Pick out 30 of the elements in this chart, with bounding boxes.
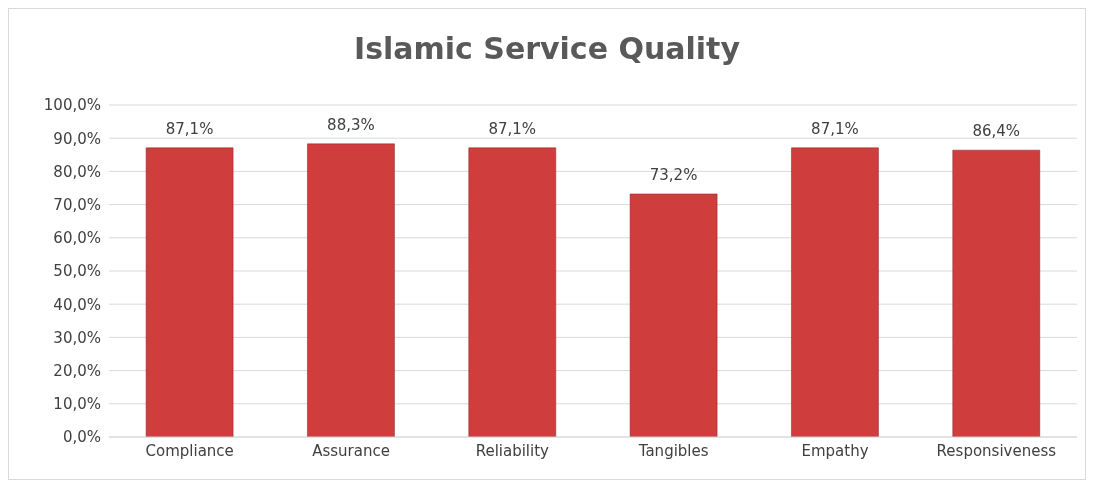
y-tick-label: 60,0% — [53, 229, 101, 248]
x-tick-label: Reliability — [475, 441, 550, 460]
data-label: 86,4% — [972, 122, 1021, 141]
data-label: 87,1% — [165, 119, 214, 138]
x-tick-label: Empathy — [801, 441, 869, 460]
x-tick-label: Tangibles — [637, 441, 709, 460]
x-tick-label: Responsiveness — [936, 441, 1057, 460]
y-tick-label: 80,0% — [53, 162, 101, 181]
x-tick-label: Assurance — [312, 441, 390, 460]
data-label: 87,1% — [811, 119, 859, 138]
y-tick-label: 40,0% — [53, 295, 101, 314]
y-tick-label: 10,0% — [53, 395, 101, 414]
y-tick-label: 50,0% — [53, 262, 101, 281]
data-label: 87,1% — [488, 119, 537, 138]
y-tick-label: 30,0% — [53, 328, 101, 347]
bar — [307, 143, 395, 437]
chart-title: Islamic Service Quality — [352, 30, 741, 68]
y-tick-label: 0,0% — [62, 428, 101, 447]
bar — [629, 193, 718, 437]
y-tick-label: 20,0% — [53, 361, 101, 380]
bar — [952, 149, 1041, 437]
bar — [791, 147, 879, 437]
bar — [468, 147, 557, 437]
data-label: 73,2% — [649, 165, 698, 184]
data-label: 88,3% — [327, 115, 375, 134]
x-tick-label: Compliance — [145, 441, 234, 460]
y-tick-label: 100,0% — [43, 96, 101, 115]
bar — [145, 147, 234, 437]
y-tick-label: 90,0% — [53, 129, 101, 148]
y-tick-label: 70,0% — [53, 195, 101, 214]
